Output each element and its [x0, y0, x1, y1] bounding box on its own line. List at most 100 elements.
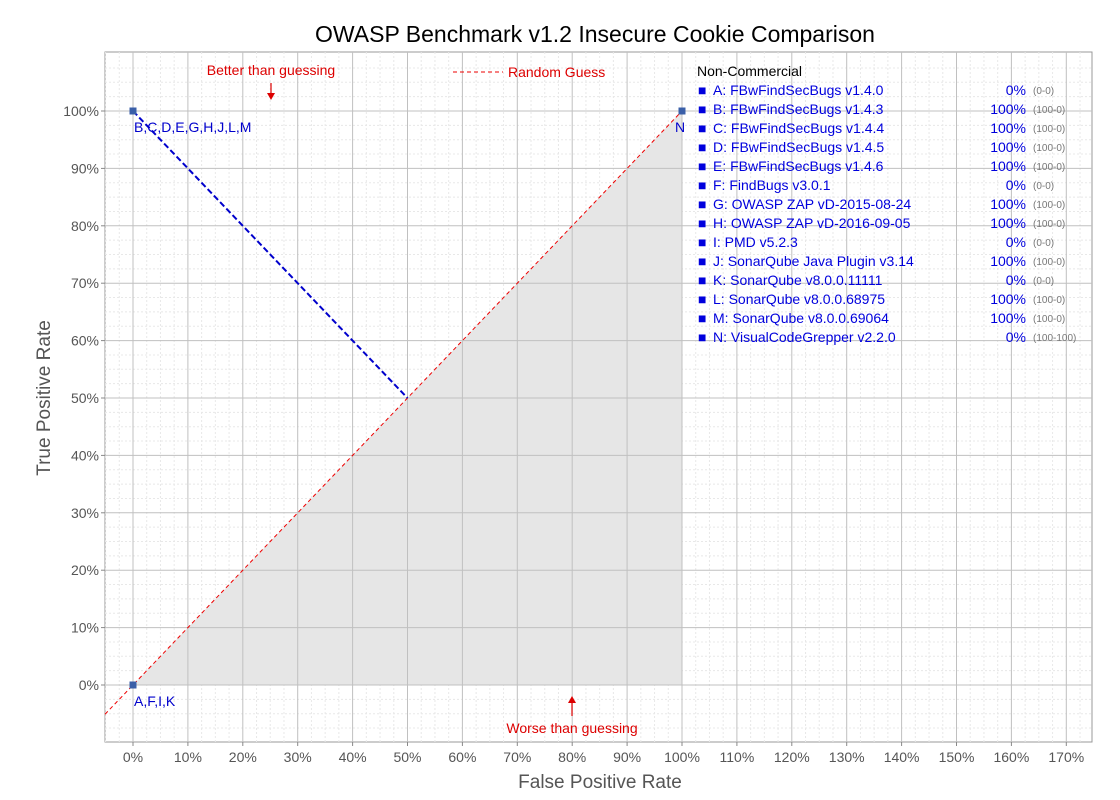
legend-item-score: 100%	[990, 215, 1026, 231]
legend-item: ■ B: FBwFindSecBugs v1.4.3 100% (100-0)	[698, 101, 1065, 117]
legend-item-name: I: PMD v5.2.3	[713, 234, 798, 250]
y-tick-label: 30%	[71, 505, 99, 521]
legend-marker-icon: ■	[698, 196, 706, 212]
y-tick-label: 40%	[71, 447, 99, 463]
legend-marker-icon: ■	[698, 329, 706, 345]
legend-item: ■ L: SonarQube v8.0.0.68975 100% (100-0)	[698, 291, 1065, 307]
legend-item: ■ M: SonarQube v8.0.0.69064 100% (100-0)	[698, 310, 1065, 326]
data-point-label: B,C,D,E,G,H,J,L,M	[134, 119, 251, 135]
legend-heading: Non-Commercial	[697, 63, 802, 79]
average-line	[132, 110, 409, 399]
legend-item-ratio: (100-0)	[1033, 314, 1065, 325]
legend-item-name: G: OWASP ZAP vD-2015-08-24	[713, 196, 911, 212]
x-tick-label: 100%	[664, 749, 700, 765]
legend-marker-icon: ■	[698, 139, 706, 155]
x-tick-label: 110%	[720, 749, 755, 765]
x-tick-label: 10%	[174, 749, 202, 765]
legend-item: ■ N: VisualCodeGrepper v2.2.0 0% (100-100)	[698, 329, 1076, 345]
x-tick-label: 40%	[339, 749, 367, 765]
legend-marker-icon: ■	[698, 177, 706, 193]
legend-marker-icon: ■	[698, 82, 706, 98]
x-tick-label: 130%	[829, 749, 865, 765]
legend-item-ratio: (100-0)	[1033, 143, 1065, 154]
legend-item-score: 100%	[990, 101, 1026, 117]
legend-item: ■ I: PMD v5.2.3 0% (0-0)	[698, 234, 1054, 250]
legend-marker-icon: ■	[698, 291, 706, 307]
worse-arrow-icon	[568, 696, 576, 716]
y-tick-label: 0%	[79, 677, 99, 693]
data-points: B,C,D,E,G,H,J,L,M N A,F,I,K	[129, 107, 686, 709]
legend-item-score: 0%	[1006, 329, 1026, 345]
data-point	[678, 107, 686, 115]
legend-marker-icon: ■	[698, 120, 706, 136]
legend-item-ratio: (100-0)	[1033, 124, 1065, 135]
legend-item-ratio: (100-0)	[1033, 162, 1065, 173]
legend-item-score: 0%	[1006, 234, 1026, 250]
legend-item-score: 0%	[1006, 177, 1026, 193]
legend-marker-icon: ■	[698, 158, 706, 174]
legend-marker-icon: ■	[698, 215, 706, 231]
x-tick-label: 50%	[393, 749, 421, 765]
y-tick-label: 60%	[71, 333, 99, 349]
legend-item-name: L: SonarQube v8.0.0.68975	[713, 291, 885, 307]
legend-item-ratio: (100-0)	[1033, 200, 1065, 211]
legend-item-ratio: (0-0)	[1033, 276, 1054, 287]
x-tick-label: 20%	[229, 749, 257, 765]
x-tick-label: 170%	[1048, 749, 1084, 765]
legend-item-name: E: FBwFindSecBugs v1.4.6	[713, 158, 884, 174]
legend-marker-icon: ■	[698, 101, 706, 117]
legend-item: ■ K: SonarQube v8.0.0.11111 0% (0-0)	[698, 272, 1054, 288]
y-tick-label: 90%	[71, 160, 99, 176]
worse-than-guessing-label: Worse than guessing	[506, 720, 637, 736]
legend-marker-icon: ■	[698, 272, 706, 288]
y-tick-label: 70%	[71, 275, 99, 291]
legend-item-ratio: (0-0)	[1033, 86, 1054, 97]
legend-item-name: A: FBwFindSecBugs v1.4.0	[713, 82, 884, 98]
random-guess-line	[104, 110, 683, 715]
legend-item-ratio: (100-0)	[1033, 105, 1065, 116]
legend-item-name: F: FindBugs v3.0.1	[713, 177, 831, 193]
x-tick-label: 140%	[884, 749, 920, 765]
y-tick-label: 50%	[71, 390, 99, 406]
chart-title: OWASP Benchmark v1.2 Insecure Cookie Com…	[315, 21, 875, 47]
data-point	[129, 107, 137, 115]
legend-item: ■ D: FBwFindSecBugs v1.4.5 100% (100-0)	[698, 139, 1065, 155]
y-axis-ticks: 0% 10% 20% 30% 40% 50% 60% 70% 80% 90% 100%	[63, 103, 105, 693]
legend-item-score: 100%	[990, 291, 1026, 307]
legend-marker-icon: ■	[698, 310, 706, 326]
legend-item-ratio: (100-100)	[1033, 333, 1076, 344]
better-arrow-icon	[267, 83, 275, 100]
x-tick-label: 60%	[448, 749, 476, 765]
major-grid	[105, 52, 1092, 742]
y-tick-label: 100%	[63, 103, 99, 119]
legend-item: ■ G: OWASP ZAP vD-2015-08-24 100% (100-0)	[698, 196, 1065, 212]
x-tick-label: 80%	[558, 749, 586, 765]
legend-item-ratio: (0-0)	[1033, 181, 1054, 192]
legend-item-ratio: (100-0)	[1033, 219, 1065, 230]
random-guess-legend-label: Random Guess	[508, 64, 605, 80]
legend-item: ■ E: FBwFindSecBugs v1.4.6 100% (100-0)	[698, 158, 1065, 174]
legend-item: ■ J: SonarQube Java Plugin v3.14 100% (100-…	[698, 253, 1065, 269]
legend-item-name: M: SonarQube v8.0.0.69064	[713, 310, 889, 326]
x-tick-label: 150%	[939, 749, 975, 765]
legend-item-name: K: SonarQube v8.0.0.11111	[713, 272, 883, 288]
legend-item-ratio: (100-0)	[1033, 257, 1065, 268]
legend-marker-icon: ■	[698, 234, 706, 250]
better-than-guessing-label: Better than guessing	[207, 62, 335, 78]
legend-item-name: J: SonarQube Java Plugin v3.14	[713, 253, 914, 269]
data-point	[129, 681, 137, 689]
x-tick-label: 0%	[123, 749, 143, 765]
x-tick-label: 120%	[774, 749, 810, 765]
legend-item-name: C: FBwFindSecBugs v1.4.4	[713, 120, 884, 136]
y-tick-label: 80%	[71, 218, 99, 234]
x-tick-label: 30%	[284, 749, 312, 765]
legend-item-ratio: (0-0)	[1033, 238, 1054, 249]
data-point-label: A,F,I,K	[134, 693, 176, 709]
legend-item-score: 100%	[990, 139, 1026, 155]
legend-item-name: D: FBwFindSecBugs v1.4.5	[713, 139, 884, 155]
legend-item-score: 100%	[990, 158, 1026, 174]
legend-item: ■ F: FindBugs v3.0.1 0% (0-0)	[698, 177, 1054, 193]
y-axis-title: True Positive Rate	[34, 320, 55, 476]
legend-item-score: 0%	[1006, 272, 1026, 288]
